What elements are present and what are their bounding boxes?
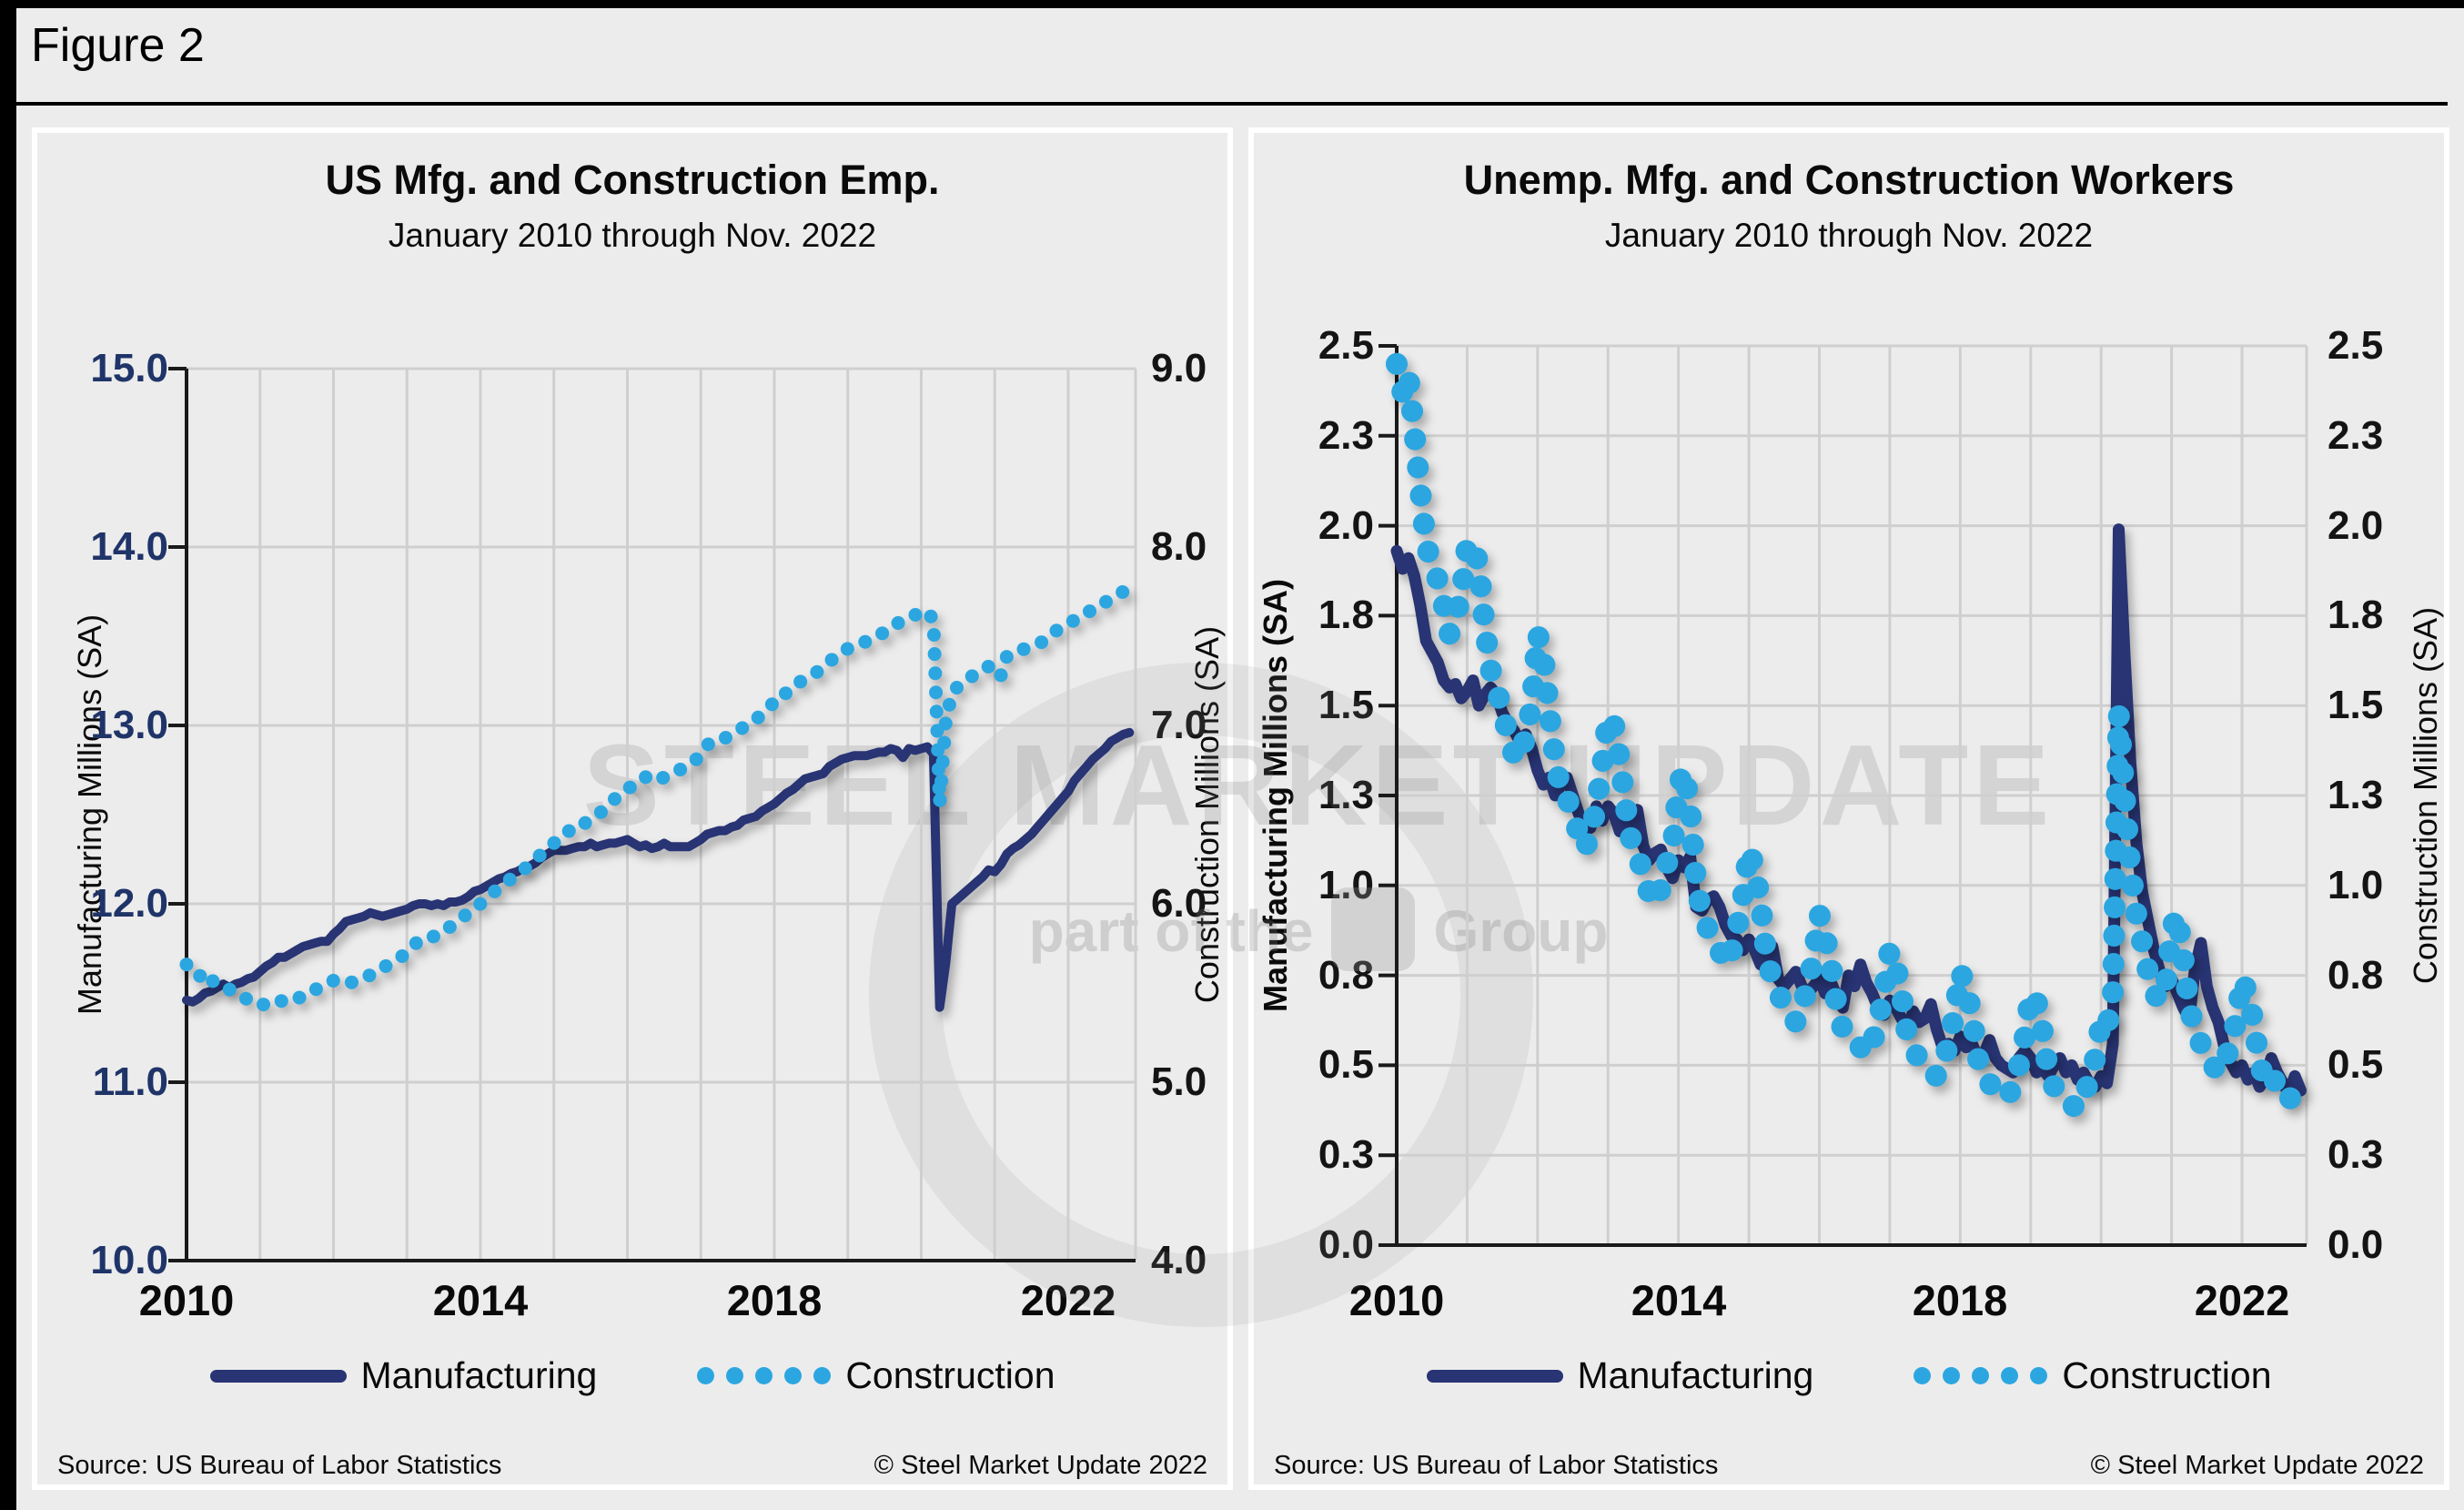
x-tick-label: 2010 xyxy=(138,1276,235,1324)
y-tick-label: 6.0 xyxy=(1151,881,1207,926)
legend-label: Manufacturing xyxy=(360,1354,598,1396)
y-tick-label: 1.0 xyxy=(2328,863,2384,907)
chart-subtitle: January 2010 through Nov. 2022 xyxy=(1604,217,2094,254)
y-tick-label: 0.0 xyxy=(1318,1222,1374,1267)
manufacturing-line-marker-icon xyxy=(1426,1369,1563,1383)
y-tick-label: 0.8 xyxy=(1318,953,1374,998)
y-tick-label: 0.3 xyxy=(1318,1132,1374,1177)
legend-item-manufacturing: Manufacturing xyxy=(1426,1354,1814,1397)
chart-title: Unemp. Mfg. and Construction Workers xyxy=(1463,157,2235,203)
legend-item-manufacturing: Manufacturing xyxy=(209,1354,598,1397)
x-tick-label: 2022 xyxy=(2194,1276,2290,1324)
window-top-border xyxy=(0,0,2464,8)
legend-label: Construction xyxy=(845,1354,1055,1396)
source-note: Source: US Bureau of Labor Statistics xyxy=(1274,1451,1719,1480)
construction-dots-marker-icon xyxy=(1914,1367,2048,1384)
manufacturing-line-marker-icon xyxy=(209,1369,347,1383)
legend-item-construction: Construction xyxy=(697,1354,1055,1397)
y-tick-label: 2.3 xyxy=(2328,413,2384,458)
legend-label: Construction xyxy=(2062,1354,2272,1396)
y-tick-label: 1.3 xyxy=(2328,773,2384,817)
x-tick-label: 2014 xyxy=(432,1276,529,1324)
y-tick-label: 0.5 xyxy=(2328,1042,2384,1087)
chart-subtitle: January 2010 through Nov. 2022 xyxy=(388,217,877,254)
employment-chart-panel: US Mfg. and Construction Emp. January 20… xyxy=(32,127,1233,1490)
y-tick-label: 10.0 xyxy=(90,1238,168,1282)
y-tick-label: 1.3 xyxy=(1318,773,1374,817)
x-tick-label: 2014 xyxy=(1631,1276,1727,1324)
figure-rule-divider xyxy=(16,102,2448,106)
y-tick-label: 2.0 xyxy=(2328,503,2384,548)
unemployment-chart-plot xyxy=(1378,344,2312,1247)
legend: Manufacturing Construction xyxy=(1308,1354,2389,1397)
x-tick-label: 2022 xyxy=(1020,1276,1116,1324)
construction-dots-marker-icon xyxy=(697,1367,832,1384)
legend-item-construction: Construction xyxy=(1914,1354,2272,1397)
y-tick-label: 1.8 xyxy=(2328,593,2384,637)
y-tick-label: 0.3 xyxy=(2328,1132,2384,1177)
y-tick-label: 2.0 xyxy=(1318,503,1374,548)
y-tick-label: 1.5 xyxy=(1318,683,1374,727)
y-tick-label: 9.0 xyxy=(1151,346,1207,390)
x-tick-label: 2018 xyxy=(726,1276,823,1324)
unemployment-chart-panel: Unemp. Mfg. and Construction Workers Jan… xyxy=(1248,127,2449,1490)
legend-label: Manufacturing xyxy=(1577,1354,1814,1396)
y-tick-label: 1.0 xyxy=(1318,863,1374,907)
chart-title: US Mfg. and Construction Emp. xyxy=(325,157,940,203)
y-tick-label: 4.0 xyxy=(1151,1238,1207,1282)
y-tick-label: 14.0 xyxy=(90,524,168,569)
y-tick-label: 12.0 xyxy=(90,881,168,926)
y-tick-label: 13.0 xyxy=(90,703,168,747)
y-tick-label: 2.5 xyxy=(1318,323,1374,368)
x-tick-label: 2018 xyxy=(1912,1276,2008,1324)
y-tick-label: 2.3 xyxy=(1318,413,1374,458)
copyright-note: © Steel Market Update 2022 xyxy=(2090,1451,2424,1480)
y-tick-label: 1.8 xyxy=(1318,593,1374,637)
source-note: Source: US Bureau of Labor Statistics xyxy=(57,1451,502,1480)
y-tick-label: 0.0 xyxy=(2328,1222,2384,1267)
x-tick-label: 2010 xyxy=(1348,1276,1445,1324)
employment-chart-plot xyxy=(168,367,1137,1262)
y-tick-label: 0.5 xyxy=(1318,1042,1374,1087)
figure-label: Figure 2 xyxy=(31,19,205,72)
y-tick-label: 0.8 xyxy=(2328,953,2384,998)
legend: Manufacturing Construction xyxy=(92,1354,1173,1397)
window-left-border xyxy=(0,0,16,1510)
y-tick-label: 11.0 xyxy=(92,1059,168,1104)
copyright-note: © Steel Market Update 2022 xyxy=(874,1451,1207,1480)
y-tick-label: 15.0 xyxy=(90,346,168,390)
y-tick-label: 8.0 xyxy=(1151,524,1207,569)
y-tick-label: 1.5 xyxy=(2328,683,2384,727)
y-tick-label: 2.5 xyxy=(2328,323,2384,368)
y-tick-label: 5.0 xyxy=(1151,1059,1207,1104)
y-tick-label: 7.0 xyxy=(1151,703,1207,747)
